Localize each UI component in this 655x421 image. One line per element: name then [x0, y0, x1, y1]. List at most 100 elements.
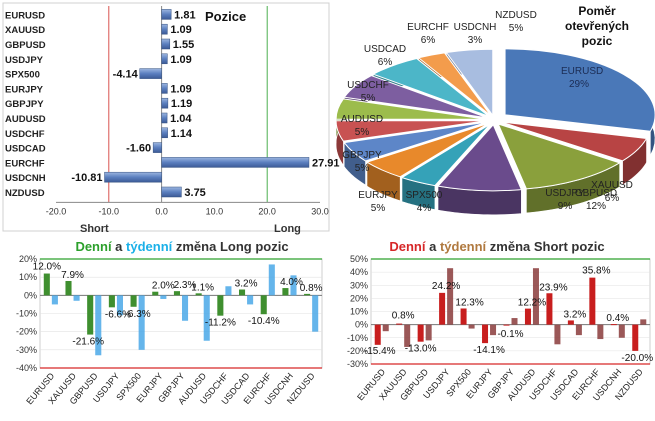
weekly-bar: [182, 295, 189, 321]
y-tick-label: -20%: [347, 346, 368, 356]
category-label: USDCNH: [5, 173, 46, 184]
daily-bar: [43, 273, 50, 296]
long-title-part-weekly: týdenní: [126, 239, 173, 254]
data-label: 23.9%: [539, 282, 567, 293]
category-label: USDJPY: [5, 55, 44, 66]
daily-bar: [65, 280, 72, 296]
data-label: 12.3%: [455, 297, 483, 308]
weekly-bar: [95, 295, 102, 356]
data-label: -21.6%: [72, 337, 104, 348]
data-label: -6.6%: [105, 309, 131, 320]
y-tick-label: -10%: [347, 333, 368, 343]
position-bar: [161, 112, 168, 124]
pie-slice: [417, 52, 492, 116]
weekly-bar: [268, 264, 275, 296]
category-label: NZDUSD: [5, 188, 45, 199]
category-label: EURUSD: [5, 10, 45, 21]
y-tick-label: -40%: [16, 363, 37, 373]
data-label: -14.1%: [473, 345, 505, 356]
weekly-bar: [532, 268, 539, 325]
data-label: 0.8%: [392, 311, 415, 322]
y-tick-label: 40%: [350, 267, 368, 277]
data-label: 24.2%: [432, 281, 460, 292]
short-chart-title: Denní a týdenní změna Short pozic: [389, 239, 604, 254]
value-label: 1.55: [173, 39, 194, 51]
category-label: XAUUSD: [5, 25, 45, 36]
short-title-part-a: a: [425, 239, 439, 254]
daily-bar: [460, 308, 467, 325]
weekly-bar: [203, 295, 210, 341]
daily-bar: [482, 324, 489, 344]
position-bar: [161, 186, 182, 198]
position-bar: [161, 38, 171, 50]
pie-value-label: 6%: [605, 193, 620, 204]
pie-label: AUDUSD: [341, 114, 383, 125]
y-tick-label: -10%: [16, 309, 37, 319]
pie-label: XAUUSD: [591, 180, 633, 191]
weekly-bar: [225, 286, 232, 296]
weekly-bar: [404, 324, 411, 347]
long-title-part-daily: Denní: [75, 239, 112, 254]
daily-bar: [195, 293, 202, 296]
y-tick-label: 0%: [24, 290, 37, 300]
pie-title-line-2: otevřených: [565, 19, 629, 33]
pie-slice: [437, 123, 523, 192]
position-bar: [161, 23, 168, 35]
pie-title-line-1: Poměr: [578, 4, 616, 18]
daily-bar: [589, 277, 596, 325]
weekly-bar: [160, 295, 167, 299]
x-tick-label: 0.0: [155, 206, 168, 216]
value-label: -10.81: [71, 172, 102, 184]
weekly-bar: [247, 295, 254, 305]
pie-value-label: 3%: [468, 35, 483, 46]
daily-bar: [632, 324, 639, 351]
category-label: EURJPY: [5, 84, 44, 95]
open-positions-pie-chart: Poměr otevřených pozic EURUSD 29% XAUUSD 6%…: [335, 4, 655, 216]
pie-value-label: 29%: [569, 79, 589, 90]
data-label: 12.0%: [33, 262, 61, 273]
weekly-bar: [382, 324, 389, 332]
daily-bar: [282, 288, 289, 296]
weekly-bar: [290, 275, 297, 296]
pie-label: EURCHF: [407, 22, 449, 33]
x-tick-label: 10.0: [206, 206, 224, 216]
daily-bar: [260, 295, 267, 315]
pie-value-label: 5%: [509, 23, 524, 34]
daily-bar: [374, 324, 381, 345]
pie-value-label: 9%: [558, 201, 573, 212]
daily-bar: [503, 324, 510, 326]
data-label: 0.8%: [300, 283, 323, 294]
pie-value-label: 6%: [378, 57, 393, 68]
data-label: 4.0%: [280, 277, 303, 288]
pie-slice: [501, 121, 648, 162]
data-label: -20.0%: [621, 353, 653, 364]
pie-slice: [335, 98, 487, 120]
pie-label: EURUSD: [561, 66, 603, 77]
y-tick-label: 20%: [350, 293, 368, 303]
category-label: GBPUSD: [5, 40, 46, 51]
data-label: -15.4%: [364, 346, 396, 357]
pie-slice: [504, 48, 655, 132]
y-tick-label: 10%: [19, 272, 37, 282]
category-label: EURCHF: [5, 158, 45, 169]
position-bar: [161, 127, 168, 139]
weekly-bar: [425, 324, 432, 341]
weekly-bar: [138, 295, 145, 350]
pie-label: GBPJPY: [342, 150, 382, 161]
positions-bar-chart: Pozice Short Long -20.0 -10.0 0.0 10.0 20.0 3…: [2, 2, 339, 235]
short-change-bar-chart: Denní a týdenní změna Short pozic 50% 40%…: [347, 239, 653, 403]
position-bar: [161, 53, 168, 65]
y-tick-label: 30%: [350, 280, 368, 290]
data-label: 2.3%: [174, 280, 197, 291]
x-tick-label: -10.0: [99, 206, 120, 216]
y-tick-label: 0%: [355, 320, 368, 330]
value-label: -1.60: [126, 143, 151, 155]
daily-bar: [217, 295, 224, 316]
y-tick-label: -20%: [16, 327, 37, 337]
data-label: -11.2%: [205, 318, 236, 329]
value-label: 1.09: [170, 24, 191, 36]
daily-bar: [546, 293, 553, 325]
data-label: 3.2%: [563, 309, 586, 320]
weekly-bar: [490, 324, 497, 336]
daily-bar: [524, 308, 531, 325]
